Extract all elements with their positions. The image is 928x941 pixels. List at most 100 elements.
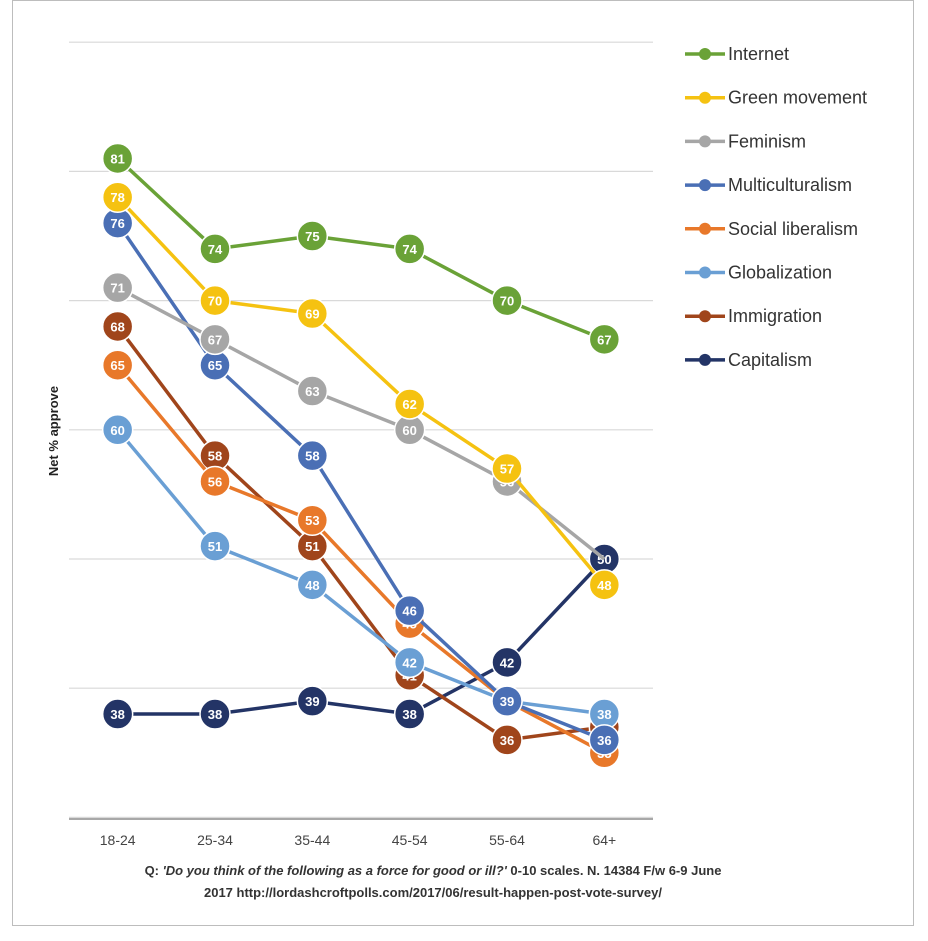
series-globalization: 60 51 48 42 39 38 (101, 414, 621, 730)
data-label: 60 (402, 423, 416, 438)
data-point (588, 323, 621, 356)
data-point (393, 646, 426, 679)
legend-marker (699, 91, 711, 104)
data-label: 58 (305, 449, 319, 464)
data-label: 75 (305, 229, 319, 244)
data-label: 69 (305, 307, 319, 322)
data-point (393, 594, 426, 627)
data-point (199, 465, 231, 498)
data-label: 42 (500, 655, 514, 670)
data-label: 51 (305, 539, 319, 554)
data-label: 60 (110, 423, 124, 438)
x-tick-label: 64+ (592, 832, 616, 848)
data-point (296, 220, 329, 252)
data-label: 71 (110, 281, 124, 296)
series-line (116, 196, 606, 586)
data-label: 56 (208, 474, 222, 489)
legend-item: Internet (685, 44, 789, 64)
legend-item: Green movement (685, 88, 867, 108)
legend-marker (699, 310, 711, 323)
data-label: 48 (305, 578, 319, 593)
data-label: 63 (305, 384, 319, 399)
data-label: 67 (208, 332, 222, 347)
legend-marker (699, 353, 711, 366)
data-label: 74 (208, 242, 223, 257)
x-tick-label: 45-54 (392, 832, 428, 848)
data-label: 51 (208, 539, 222, 554)
data-point (101, 698, 134, 730)
data-point (199, 323, 231, 356)
data-label: 39 (305, 694, 319, 709)
legend-label: Globalization (728, 263, 832, 283)
data-label: 70 (500, 294, 514, 309)
series-line (116, 428, 605, 716)
data-label: 76 (110, 216, 124, 231)
legend-label: Immigration (728, 306, 822, 326)
series-line (116, 325, 605, 742)
data-point (491, 452, 523, 485)
series-feminism: 71 67 63 60 56 (101, 271, 606, 561)
data-point (296, 504, 329, 536)
data-label: 57 (500, 462, 514, 477)
data-label: 74 (402, 242, 417, 257)
data-point (393, 388, 426, 420)
series-line (116, 222, 605, 742)
data-label: 81 (110, 151, 124, 166)
data-label: 58 (208, 449, 222, 464)
data-point (199, 284, 231, 317)
legend-label: Internet (728, 44, 789, 64)
y-axis-label: Net % approve (46, 386, 61, 476)
data-label: 38 (402, 707, 416, 722)
x-axis: 18-24 25-34 35-44 45-54 55-64 64+ (69, 818, 653, 848)
data-point (101, 414, 134, 446)
data-point (199, 233, 231, 265)
series-green-movement: 78 70 69 62 57 48 (101, 181, 621, 601)
legend-marker (699, 135, 711, 148)
legend-item: Multiculturalism (685, 175, 852, 195)
legend-label: Green movement (728, 88, 867, 108)
legend-marker (699, 179, 711, 192)
data-label: 46 (402, 604, 416, 619)
data-point (491, 646, 523, 679)
data-label: 38 (110, 707, 124, 722)
line-chart: 18-24 25-34 35-44 45-54 55-64 64+ Net % appro… (46, 41, 867, 848)
data-point (296, 375, 329, 407)
data-point (199, 698, 231, 730)
data-point (393, 233, 426, 265)
data-point (491, 724, 523, 756)
x-tick-label: 25-34 (197, 832, 233, 848)
series-multiculturalism: 76 65 58 46 39 36 (101, 207, 621, 756)
legend-item: Capitalism (685, 350, 812, 370)
data-label: 65 (208, 358, 222, 373)
footnote-line-2: 2017 http://lordashcroftpolls.com/2017/0… (203, 885, 662, 900)
data-label: 36 (597, 733, 611, 748)
series-line (116, 286, 606, 561)
data-label: 48 (597, 578, 611, 593)
data-label: 42 (402, 655, 416, 670)
legend-marker (699, 266, 711, 279)
data-label: 53 (305, 513, 319, 528)
data-point (491, 685, 523, 717)
data-point (296, 439, 329, 472)
data-point (296, 685, 329, 717)
legend-label: Social liberalism (728, 219, 858, 239)
legend-label: Feminism (728, 131, 806, 151)
data-label: 39 (500, 694, 514, 709)
data-point (101, 349, 134, 381)
legend-label: Multiculturalism (728, 175, 852, 195)
series-lines: 3838393842506858514136376051484239386556… (101, 142, 621, 769)
data-point (199, 530, 231, 562)
data-label: 68 (110, 319, 124, 334)
data-point (588, 569, 621, 601)
legend-label: Capitalism (728, 350, 812, 370)
legend: Internet Green movement Feminism Multicultu… (685, 44, 867, 370)
legend-item: Feminism (685, 131, 806, 151)
series-line (116, 364, 606, 755)
data-point (491, 284, 523, 317)
legend-item: Immigration (685, 306, 822, 326)
data-label: 38 (597, 707, 611, 722)
data-point (101, 142, 134, 175)
legend-marker (699, 222, 711, 235)
data-label: 67 (597, 332, 611, 347)
